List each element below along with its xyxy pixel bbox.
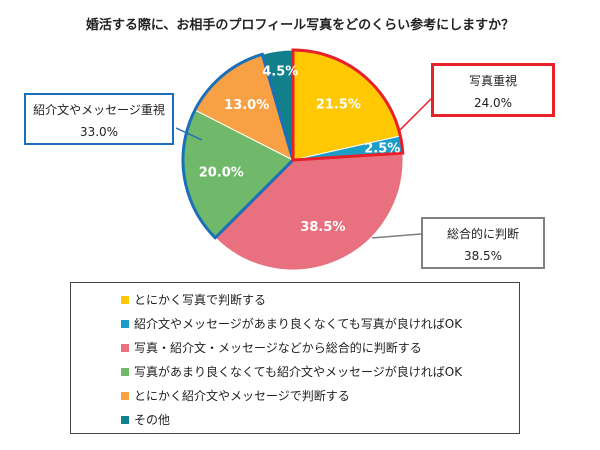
legend-label-1: とにかく写真で判断する	[134, 293, 267, 307]
legend-label-5: とにかく紹介文やメッセージで判断する	[134, 389, 350, 403]
slice-label-6: 4.5%	[262, 65, 298, 80]
legend-label-6: その他	[134, 413, 171, 427]
slice-label-3: 38.5%	[300, 220, 345, 235]
callout-text-focus-label: 紹介文やメッセージ重視	[33, 103, 165, 117]
callout-overall-label: 総合的に判断	[446, 227, 519, 241]
callout-text-focus-value: 33.0%	[79, 125, 119, 139]
slice-label-4: 20.0%	[199, 165, 244, 180]
legend-swatch-6	[121, 415, 129, 424]
highlight-photo-group	[291, 48, 405, 162]
legend-label-2: 紹介文やメッセージがあまり良くなくても写真が良ければOK	[134, 317, 463, 331]
legend-swatch-4	[121, 367, 129, 376]
legend: とにかく写真で判断する紹介文やメッセージがあまり良くなくても写真が良ければOK 写…	[70, 282, 520, 434]
slice-label-1: 21.5%	[316, 97, 361, 112]
legend-swatch-1	[121, 295, 129, 304]
callout-overall-value: 38.5%	[463, 249, 503, 263]
callout-photo-focus-label: 写真重視	[468, 74, 517, 88]
legend-swatch-2	[121, 319, 129, 328]
slice-label-5: 13.0%	[224, 98, 269, 113]
legend-swatch-3	[121, 343, 129, 352]
callout-overall: 総合的に判断 38.5%	[421, 217, 545, 269]
legend-item-3: 写真・紹介文・メッセージなどから総合的に判断する	[121, 339, 422, 359]
legend-item-5: とにかく紹介文やメッセージで判断する	[121, 387, 350, 407]
legend-item-2: 紹介文やメッセージがあまり良くなくても写真が良ければOK	[121, 315, 462, 335]
callout-photo-focus: 写真重視 24.0%	[431, 63, 555, 117]
pie-slice-3	[214, 152, 404, 271]
chart-title: 婚活する際に、お相手のプロフィール写真をどのくらい参考にしますか？	[85, 18, 515, 33]
leader-line-text	[175, 127, 203, 141]
callout-text-focus: 紹介文やメッセージ重視 33.0%	[24, 93, 174, 145]
legend-label-3: 写真・紹介文・メッセージなどから総合的に判断する	[134, 341, 422, 355]
slice-label-2: 2.5%	[364, 141, 400, 156]
pie-chart: 21.5% 2.5% 38.5% 20.0% 13.0% 4.5%	[175, 48, 433, 271]
legend-item-4: 写真があまり良くなくても紹介文やメッセージが良ければOK	[121, 363, 462, 383]
callout-photo-focus-value: 24.0%	[473, 96, 513, 110]
legend-item-6: その他	[121, 411, 170, 431]
legend-item-1: とにかく写真で判断する	[121, 291, 266, 311]
legend-label-4: 写真があまり良くなくても紹介文やメッセージが良ければOK	[134, 365, 463, 379]
legend-swatch-5	[121, 391, 129, 400]
leader-line-photo	[399, 97, 433, 131]
leader-line-overall	[371, 233, 422, 239]
